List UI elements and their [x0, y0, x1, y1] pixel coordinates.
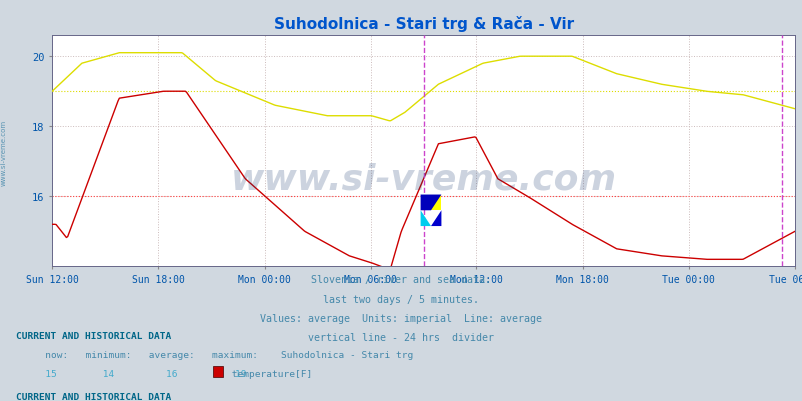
- Title: Suhodolnica - Stari trg & Rača - Vir: Suhodolnica - Stari trg & Rača - Vir: [273, 16, 573, 32]
- Text: CURRENT AND HISTORICAL DATA: CURRENT AND HISTORICAL DATA: [16, 331, 171, 340]
- Text: last two days / 5 minutes.: last two days / 5 minutes.: [323, 294, 479, 304]
- Text: www.si-vreme.com: www.si-vreme.com: [1, 119, 7, 185]
- Text: Slovenia / river and sea data.: Slovenia / river and sea data.: [311, 275, 491, 285]
- Text: vertical line - 24 hrs  divider: vertical line - 24 hrs divider: [308, 332, 494, 342]
- Bar: [420, 195, 441, 211]
- Text: CURRENT AND HISTORICAL DATA: CURRENT AND HISTORICAL DATA: [16, 392, 171, 401]
- Polygon shape: [431, 211, 441, 227]
- Polygon shape: [420, 211, 431, 227]
- Text: now:   minimum:   average:   maximum:    Suhodolnica - Stari trg: now: minimum: average: maximum: Suhodoln…: [28, 350, 413, 359]
- Text: Values: average  Units: imperial  Line: average: Values: average Units: imperial Line: av…: [260, 313, 542, 323]
- Text: www.si-vreme.com: www.si-vreme.com: [230, 162, 616, 196]
- Polygon shape: [420, 195, 441, 211]
- Text: temperature[F]: temperature[F]: [225, 369, 311, 378]
- Text: 15        14         16          19: 15 14 16 19: [28, 369, 257, 378]
